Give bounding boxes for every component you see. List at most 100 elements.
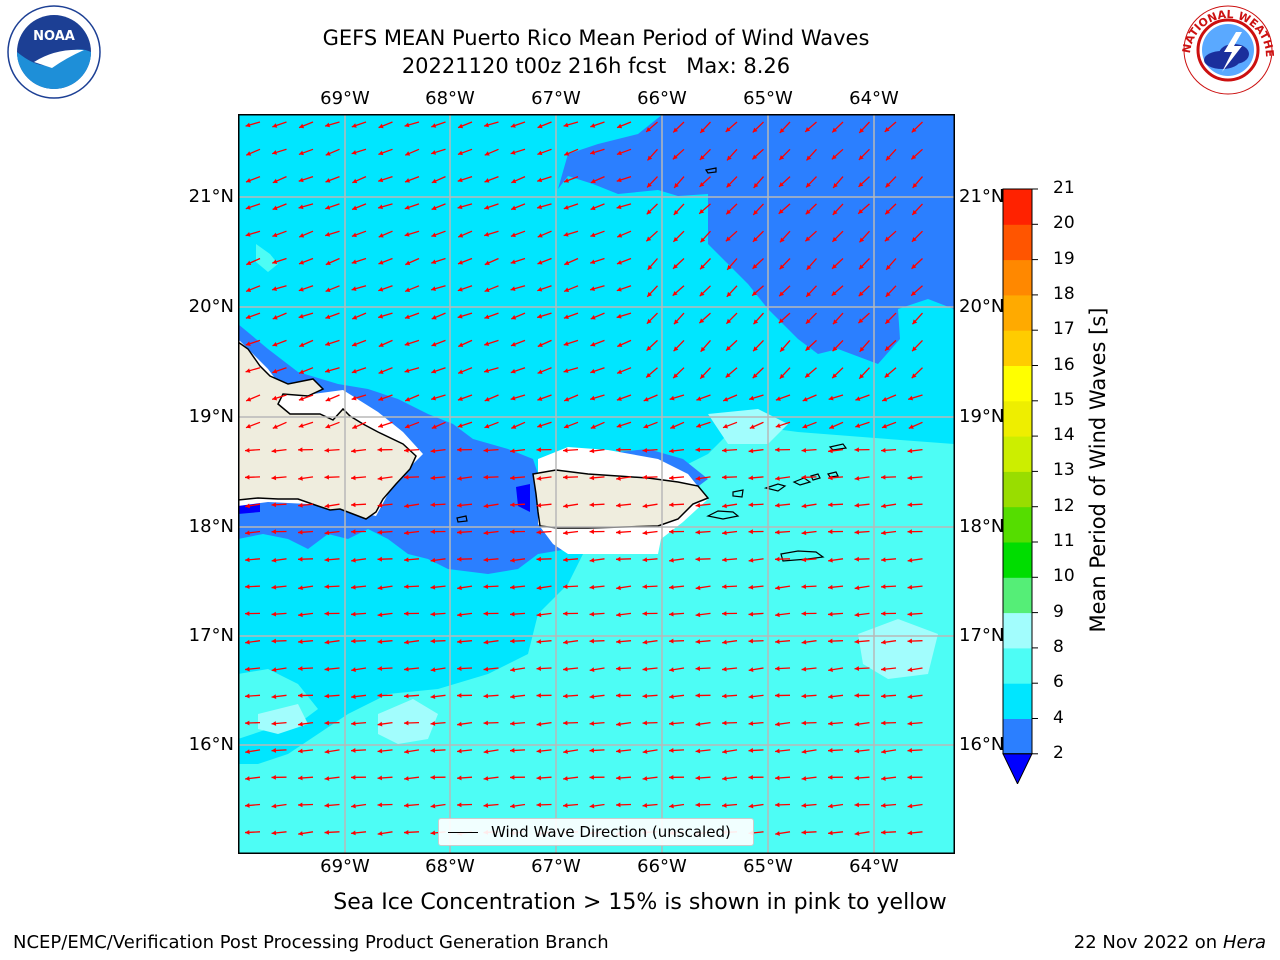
wind-arrow — [563, 339, 579, 346]
wind-arrow — [297, 802, 314, 808]
wind-arrow — [245, 530, 261, 536]
wind-arrows — [244, 121, 923, 836]
wind-arrow — [245, 285, 261, 293]
wind-arrow — [484, 257, 499, 266]
wind-arrow — [430, 584, 446, 590]
wind-arrow — [563, 557, 579, 563]
wind-arrow — [298, 367, 314, 374]
wind-arrow — [907, 394, 923, 401]
wind-arrow — [775, 831, 791, 836]
wind-arrow — [646, 312, 658, 325]
wind-arrow — [298, 257, 314, 265]
wind-arrow — [828, 394, 844, 401]
wind-arrow — [775, 394, 791, 401]
wind-arrow — [431, 367, 446, 374]
wind-arrow — [859, 339, 870, 353]
wind-arrow — [431, 421, 446, 429]
wind-arrow — [483, 557, 499, 563]
wind-arrow — [537, 367, 552, 374]
wind-arrow — [911, 121, 923, 133]
wind-arrow — [324, 693, 340, 699]
wind-arrow — [774, 529, 791, 535]
wind-arrow — [589, 529, 605, 535]
wind-arrow — [615, 447, 632, 453]
wind-arrow — [271, 529, 287, 535]
wind-arrow — [272, 230, 287, 238]
wind-arrow — [351, 312, 367, 320]
wind-arrow — [245, 639, 261, 645]
wind-arrow — [404, 503, 420, 509]
wind-arrow — [774, 802, 791, 808]
wind-arrow — [351, 148, 367, 155]
wind-arrow — [457, 312, 473, 319]
footer-machine: Hera — [1222, 932, 1266, 953]
wind-arrow — [589, 721, 605, 726]
wind-arrow — [562, 611, 579, 616]
wind-arrow — [325, 312, 340, 319]
wind-arrow — [669, 694, 685, 699]
wind-arrow — [672, 285, 685, 297]
wind-arrow — [510, 721, 526, 726]
wind-arrow — [726, 285, 738, 298]
wind-arrow — [642, 776, 658, 781]
wind-arrow — [907, 475, 923, 481]
wind-arrow — [244, 693, 261, 699]
wind-arrow — [404, 175, 420, 183]
wind-arrow — [831, 285, 844, 297]
wind-arrow — [695, 693, 711, 698]
wind-arrow — [403, 584, 420, 590]
wind-arrow — [536, 203, 552, 210]
wind-arrow — [668, 774, 685, 780]
wind-arrow — [858, 230, 870, 243]
wind-arrow — [430, 448, 446, 454]
wind-arrow — [298, 612, 314, 618]
wind-arrow — [854, 529, 870, 535]
wind-arrow — [271, 721, 287, 726]
wind-arrow — [536, 476, 552, 481]
lat-label-right: 21°N — [959, 186, 1005, 207]
wind-arrow — [616, 230, 632, 238]
wind-arrow — [725, 121, 738, 133]
wind-arrow — [404, 203, 420, 210]
wind-arrow — [297, 775, 314, 781]
wind-arrow — [778, 148, 791, 161]
wind-arrow — [854, 693, 870, 698]
wind-arrow — [858, 176, 870, 188]
wind-arrow — [377, 666, 393, 671]
wind-arrow — [642, 666, 658, 672]
wind-arrow — [616, 312, 632, 319]
wind-arrow — [537, 394, 552, 401]
wind-arrow — [590, 230, 605, 238]
wind-arrow — [668, 611, 685, 617]
lat-label-right: 19°N — [959, 406, 1005, 427]
wind-arrow — [801, 803, 817, 808]
wind-arrow — [510, 584, 526, 590]
wind-arrow — [642, 720, 658, 726]
wind-arrow — [350, 774, 367, 780]
wind-arrow — [881, 503, 897, 509]
wind-arrow — [672, 258, 685, 270]
wind-arrow — [828, 667, 844, 673]
wind-arrow — [775, 612, 791, 618]
wind-arrow — [350, 611, 367, 617]
wind-arrow — [536, 502, 552, 508]
wind-arrow — [801, 530, 817, 536]
wind-arrow — [589, 448, 605, 454]
wind-arrow — [510, 557, 526, 563]
wind-arrow — [615, 529, 632, 535]
wind-arrow — [854, 748, 870, 754]
wind-arrow — [911, 367, 923, 379]
wind-arrow — [617, 339, 632, 348]
wind-arrow — [403, 474, 420, 480]
wind-arrow — [669, 667, 685, 673]
wind-arrow — [590, 176, 605, 184]
nws-logo: NATIONAL WEATHER SERVICE — [1176, 2, 1276, 95]
wind-arrow — [457, 367, 473, 374]
land-st-croix — [780, 550, 825, 562]
wind-arrow — [802, 421, 817, 429]
wind-arrow — [511, 176, 526, 184]
map-frame — [238, 114, 955, 854]
wind-arrow — [775, 639, 791, 645]
wind-arrow — [642, 503, 658, 509]
wind-arrow — [537, 175, 552, 183]
